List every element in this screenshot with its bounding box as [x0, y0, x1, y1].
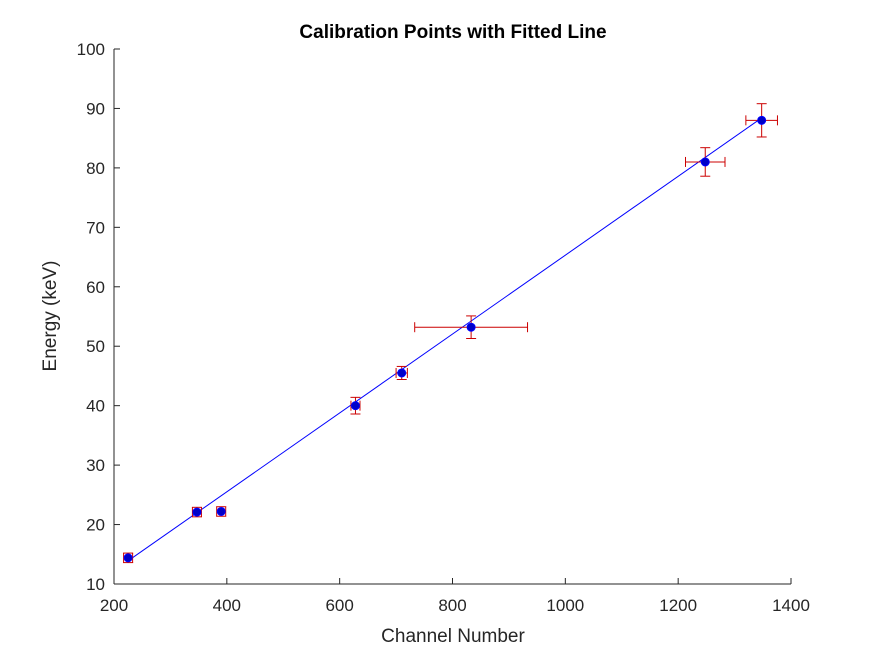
data-point	[397, 368, 407, 378]
y-tick-label: 70	[86, 218, 105, 237]
fitted-line	[127, 117, 762, 562]
x-tick-label: 400	[213, 596, 241, 615]
y-tick-label: 20	[86, 516, 105, 535]
y-axis-label: Energy (keV)	[40, 261, 61, 372]
y-tick-label: 50	[86, 337, 105, 356]
y-tick-label: 10	[86, 575, 105, 594]
y-tick-label: 100	[77, 40, 105, 59]
data-point	[350, 401, 360, 411]
x-axis-label: Channel Number	[381, 626, 525, 647]
x-tick-label: 1000	[546, 596, 584, 615]
data-point	[123, 553, 133, 563]
data-point	[757, 115, 767, 125]
x-tick-label: 600	[325, 596, 353, 615]
data-point	[466, 322, 476, 332]
y-tick-label: 40	[86, 397, 105, 416]
y-tick-label: 80	[86, 159, 105, 178]
data-point	[700, 157, 710, 167]
chart-title: Calibration Points with Fitted Line	[299, 22, 606, 43]
plot-area-frame	[114, 49, 791, 584]
data-point	[192, 507, 202, 517]
y-tick-label: 90	[86, 99, 105, 118]
x-tick-label: 1400	[772, 596, 810, 615]
x-tick-label: 200	[100, 596, 128, 615]
y-tick-label: 30	[86, 456, 105, 475]
data-point	[216, 506, 226, 516]
x-tick-label: 800	[438, 596, 466, 615]
x-tick-label: 1200	[659, 596, 697, 615]
y-tick-label: 60	[86, 278, 105, 297]
